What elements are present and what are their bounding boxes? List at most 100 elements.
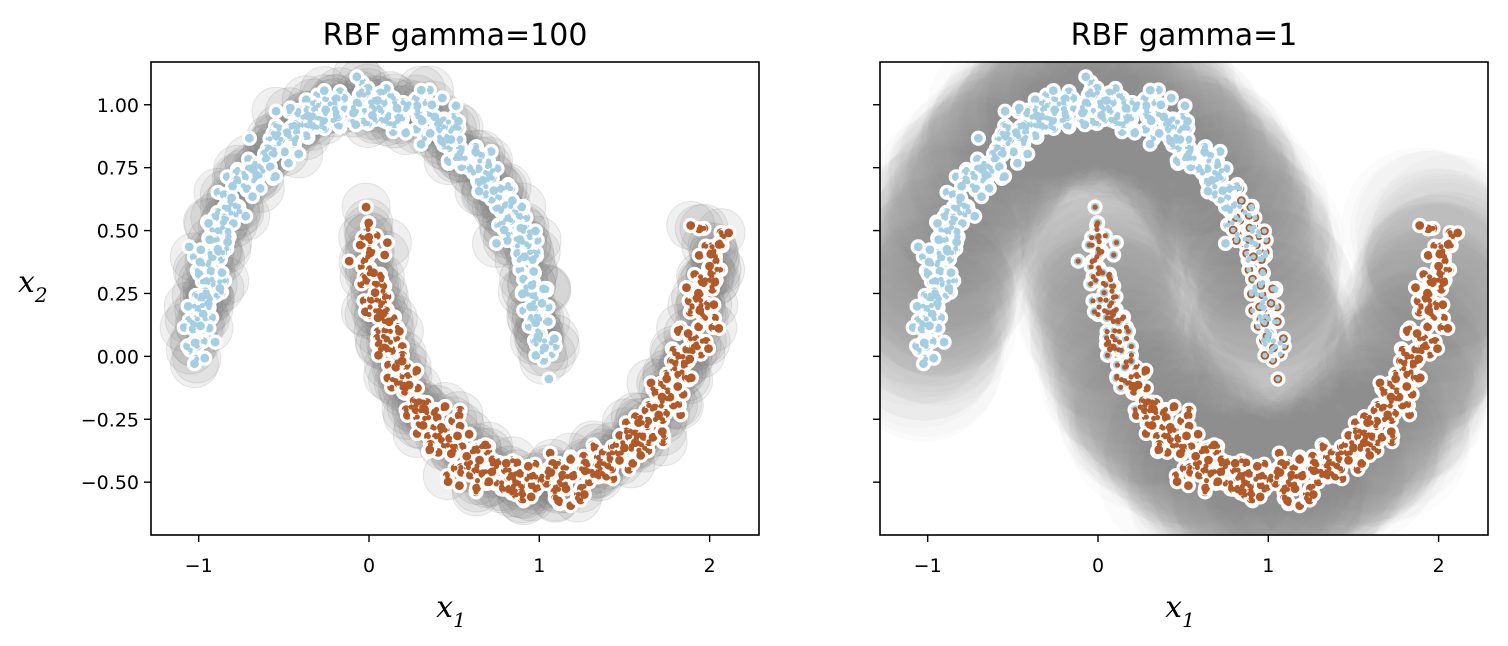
data-point-core: [444, 473, 450, 479]
data-point-core: [1356, 428, 1363, 434]
data-point-core: [512, 488, 518, 494]
data-point-core: [653, 390, 659, 396]
data-point-core: [453, 103, 459, 109]
data-point-core: [626, 434, 633, 440]
data-point-core: [452, 465, 458, 471]
data-point-core: [620, 440, 626, 446]
data-point-core: [489, 175, 495, 181]
data-point-core: [1262, 352, 1268, 358]
data-point-core: [1112, 337, 1118, 343]
data-point-core: [1425, 324, 1431, 330]
data-point-core: [1238, 198, 1244, 204]
data-point-core: [385, 362, 392, 368]
data-point-core: [650, 434, 656, 440]
data-point-core: [383, 337, 389, 343]
data-point-core: [399, 374, 405, 380]
data-point-core: [1120, 121, 1126, 127]
data-point-core: [555, 498, 562, 504]
data-point-core: [330, 117, 336, 124]
data-point-core: [297, 122, 303, 128]
data-point-core: [1187, 464, 1193, 471]
data-point-core: [209, 315, 215, 321]
data-point-core: [1427, 351, 1433, 357]
data-point-core: [1241, 488, 1247, 494]
data-point-core: [441, 142, 447, 148]
data-point-core: [284, 130, 290, 136]
data-point-core: [705, 346, 712, 352]
data-point-core: [458, 464, 464, 471]
data-point-core: [1202, 489, 1208, 495]
data-point-core: [234, 169, 240, 176]
data-point-core: [517, 470, 523, 476]
data-point-core: [1396, 394, 1402, 400]
data-point-core: [332, 105, 338, 111]
data-point-core: [1273, 480, 1279, 486]
data-point-core: [1107, 116, 1114, 122]
data-point-core: [529, 282, 535, 288]
data-point-core: [273, 133, 279, 139]
data-point-core: [1248, 291, 1254, 297]
data-point-core: [915, 317, 922, 323]
data-point-core: [1109, 283, 1115, 289]
data-point-core: [191, 303, 197, 309]
data-point-core: [359, 79, 365, 85]
data-point-core: [209, 227, 215, 233]
data-point-core: [1230, 227, 1236, 233]
data-point-core: [534, 237, 540, 243]
data-point-core: [1293, 473, 1299, 480]
data-point-core: [592, 445, 598, 451]
data-point-core: [1329, 450, 1335, 456]
data-point-core: [305, 113, 311, 119]
data-point-core: [668, 358, 675, 364]
data-point-core: [494, 166, 500, 172]
data-point-core: [1372, 407, 1378, 413]
data-point-core: [365, 120, 371, 127]
data-point-core: [1234, 231, 1240, 237]
data-point-core: [1119, 316, 1125, 322]
data-point-core: [403, 103, 409, 110]
data-point-core: [385, 113, 391, 119]
data-point-core: [1143, 367, 1149, 373]
data-point-core: [436, 118, 442, 124]
data-point-core: [1116, 328, 1122, 334]
data-point-core: [442, 403, 448, 410]
data-point-core: [660, 417, 666, 423]
data-point-core: [1061, 110, 1067, 116]
data-point-core: [482, 191, 488, 197]
data-point-core: [919, 326, 925, 332]
data-point-core: [921, 340, 927, 346]
data-point-core: [586, 479, 593, 485]
data-point-core: [208, 268, 214, 274]
data-point-core: [380, 100, 386, 106]
data-point-core: [533, 249, 539, 255]
data-point-core: [1094, 120, 1100, 127]
data-point-core: [490, 457, 496, 463]
data-point-core: [993, 146, 1000, 152]
data-point-core: [1079, 110, 1086, 116]
data-point-core: [422, 415, 428, 421]
data-point-core: [667, 394, 673, 400]
data-point-core: [1214, 158, 1221, 164]
data-point-core: [1153, 399, 1159, 406]
data-point-core: [528, 249, 534, 255]
data-point-core: [309, 123, 315, 129]
data-point-core: [1257, 249, 1263, 255]
data-point-core: [366, 311, 372, 318]
data-point-core: [1250, 276, 1256, 282]
data-point-core: [581, 453, 587, 459]
data-point-core: [1365, 447, 1371, 453]
y-tick-label: 0.75: [97, 158, 139, 180]
data-point-core: [1428, 338, 1434, 344]
data-point-core: [1225, 185, 1232, 192]
data-point-core: [229, 195, 235, 201]
data-point-core: [637, 414, 644, 420]
data-point-core: [240, 183, 246, 189]
data-point-core: [504, 184, 510, 190]
data-point-core: [532, 228, 539, 234]
data-point-core: [1390, 433, 1396, 439]
data-point-core: [985, 163, 991, 169]
data-point-core: [1082, 122, 1088, 128]
data-point-core: [1156, 111, 1162, 117]
data-point-core: [1094, 85, 1100, 91]
